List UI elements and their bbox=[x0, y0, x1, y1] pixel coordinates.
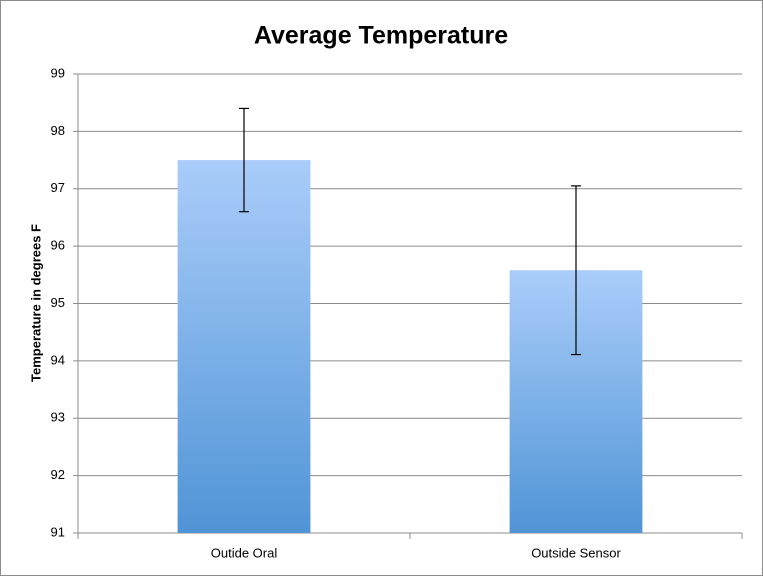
y-axis-title: Temperature in degrees F bbox=[28, 224, 43, 382]
y-tick-label: 94 bbox=[51, 352, 65, 367]
chart-title: Average Temperature bbox=[254, 22, 508, 50]
y-tick-label: 93 bbox=[51, 410, 65, 425]
x-tick-label: Outside Sensor bbox=[531, 545, 621, 560]
y-tick-label: 91 bbox=[51, 524, 65, 539]
y-tick-label: 99 bbox=[51, 65, 65, 80]
x-tick-label: Outide Oral bbox=[211, 545, 278, 560]
y-tick-label: 92 bbox=[51, 467, 65, 482]
error-bar bbox=[239, 107, 249, 213]
y-tick-label: 97 bbox=[51, 180, 65, 195]
error-bar bbox=[571, 185, 581, 356]
y-tick-label: 95 bbox=[51, 295, 65, 310]
y-tick-label: 98 bbox=[51, 123, 65, 138]
bar bbox=[177, 160, 311, 533]
y-tick-label: 96 bbox=[51, 238, 65, 253]
